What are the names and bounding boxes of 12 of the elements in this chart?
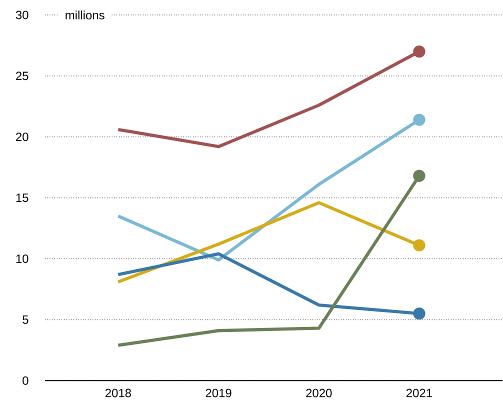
y-tick-label: 25: [16, 72, 28, 80]
y-tick-label: 20: [16, 132, 28, 142]
x-tick-label: 2018: [105, 389, 132, 398]
y-tick-label: 10: [16, 254, 28, 264]
y-tick-label: 0: [22, 376, 28, 386]
y-tick-label: 30: [16, 10, 28, 20]
y-tick-label: 5: [22, 316, 28, 324]
y-axis-title: millions: [66, 10, 104, 20]
x-tick-label: 2021: [406, 389, 432, 398]
x-tick-label: 2019: [206, 389, 232, 398]
y-tick-label: 15: [16, 194, 28, 202]
x-tick-label: 2020: [306, 389, 332, 398]
